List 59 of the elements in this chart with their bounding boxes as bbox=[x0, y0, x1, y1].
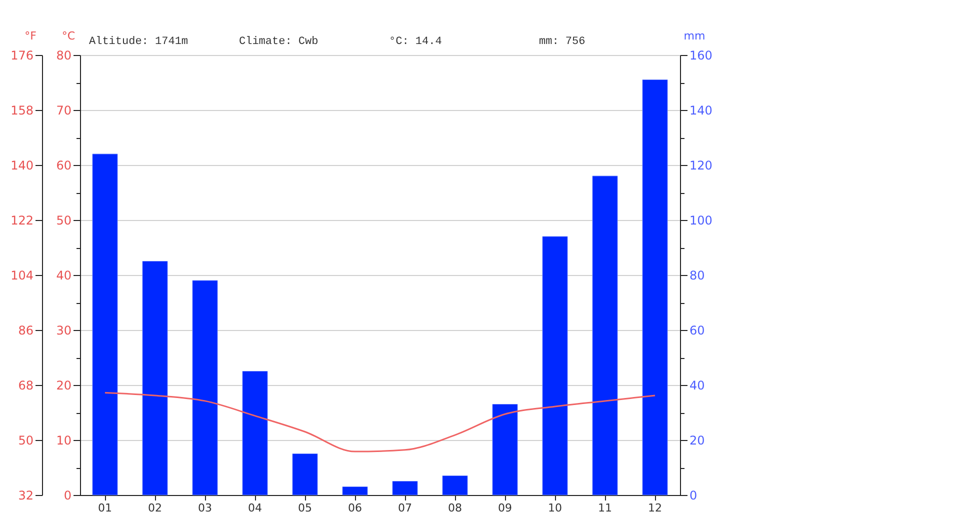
text: °C: 14.4 bbox=[389, 36, 442, 48]
y2-tick-label: 20 bbox=[690, 434, 705, 448]
y2-axis-title: mm bbox=[684, 30, 706, 42]
x-tick-label: 02 bbox=[148, 502, 162, 514]
y-tick-label: 20 bbox=[56, 378, 72, 392]
x-tick-label: 07 bbox=[398, 502, 412, 514]
bar bbox=[342, 486, 368, 496]
y-tick-label: 70 bbox=[56, 104, 72, 118]
x-tick-label: 09 bbox=[498, 502, 512, 514]
y3-tick-label: 104 bbox=[10, 268, 34, 282]
bar bbox=[192, 280, 218, 496]
bar bbox=[592, 176, 618, 496]
y-tick-label: 40 bbox=[56, 268, 72, 282]
x-tick-label: 05 bbox=[298, 502, 312, 514]
y2-tick-label: 0 bbox=[690, 488, 698, 502]
x-tick-label: 08 bbox=[448, 502, 462, 514]
y-axis-title: °C bbox=[62, 30, 76, 42]
bar bbox=[642, 80, 668, 496]
y2-tick-label: 40 bbox=[690, 378, 705, 392]
bar bbox=[292, 454, 318, 496]
y2-tick-label: 100 bbox=[690, 214, 712, 228]
y2-tick-label: 60 bbox=[690, 324, 705, 338]
y-tick-label: 60 bbox=[56, 158, 72, 172]
y3-tick-label: 158 bbox=[10, 104, 34, 118]
x-tick-label: 06 bbox=[348, 502, 362, 514]
y3-tick-label: 140 bbox=[10, 158, 34, 172]
bar bbox=[392, 481, 418, 496]
y-tick-label: 10 bbox=[56, 434, 72, 448]
x-tick-label: 01 bbox=[98, 502, 112, 514]
text: Climate: Cwb bbox=[239, 36, 318, 48]
bar bbox=[442, 476, 468, 496]
bar bbox=[492, 404, 518, 496]
bar bbox=[242, 371, 268, 496]
line-series bbox=[104, 392, 656, 452]
y-tick-label: 80 bbox=[56, 48, 72, 62]
y2-tick-label: 120 bbox=[690, 158, 712, 172]
y3-tick-label: 176 bbox=[10, 48, 34, 62]
x-tick-label: 11 bbox=[598, 502, 612, 514]
y3-tick-label: 122 bbox=[10, 214, 34, 228]
x-tick-label: 03 bbox=[198, 502, 212, 514]
bar bbox=[142, 261, 168, 496]
y-tick-label: 50 bbox=[56, 214, 72, 228]
y2-tick-label: 160 bbox=[690, 48, 712, 62]
y3-tick-label: 50 bbox=[18, 434, 34, 448]
y3-tick-label: 32 bbox=[18, 488, 34, 502]
y2-tick-label: 140 bbox=[690, 104, 712, 118]
x-tick-label: 04 bbox=[248, 502, 262, 514]
x-tick-label: 12 bbox=[648, 502, 662, 514]
bar bbox=[92, 154, 118, 496]
y-tick-label: 0 bbox=[64, 488, 72, 502]
text: Altitude: 1741m bbox=[89, 36, 188, 48]
y3-tick-label: 68 bbox=[18, 378, 34, 392]
y-tick-label: 30 bbox=[56, 324, 72, 338]
text: mm: 756 bbox=[539, 36, 586, 48]
x-tick-label: 10 bbox=[548, 502, 562, 514]
y3-axis-title: °F bbox=[24, 30, 36, 42]
bar bbox=[542, 236, 568, 496]
y2-tick-label: 80 bbox=[690, 268, 705, 282]
y3-tick-label: 86 bbox=[18, 324, 34, 338]
